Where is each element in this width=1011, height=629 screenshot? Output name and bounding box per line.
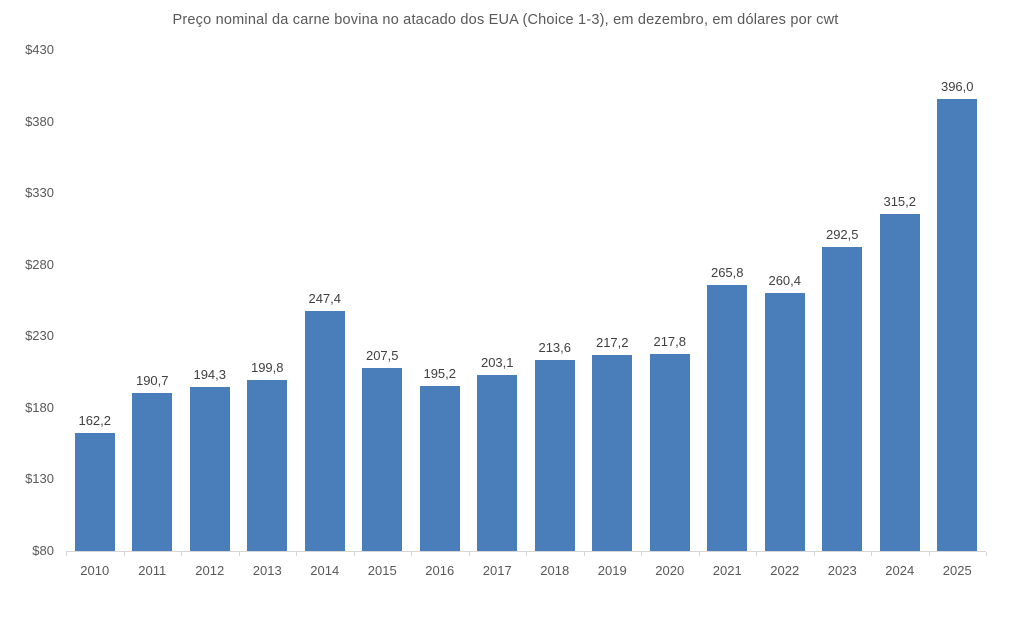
bar: [534, 359, 575, 551]
x-axis-tick-mark: [583, 552, 585, 556]
x-axis-tick-label: 2018: [540, 563, 570, 578]
bar-value-label: 213,6: [538, 339, 572, 355]
x-axis-line: [66, 551, 986, 552]
x-axis-tick-mark: [238, 552, 240, 556]
x-axis-tick-mark: [468, 552, 470, 556]
bar: [419, 386, 460, 551]
y-axis-tick-label: $280: [25, 256, 54, 272]
x-axis-tick-label: 2024: [885, 563, 915, 578]
x-axis-tick-mark: [526, 552, 527, 556]
x-axis-tick-mark: [296, 552, 297, 556]
y-axis-tick-label: $80: [32, 543, 54, 558]
x-axis-tick-label: 2021: [712, 563, 742, 578]
x-axis-tick-mark: [871, 552, 872, 556]
bar: [74, 433, 115, 551]
bar-value-label: 207,5: [365, 348, 399, 364]
x-axis-tick-label: 2022: [770, 563, 800, 578]
bar: [247, 379, 288, 551]
x-axis-tick-label: 2012: [195, 563, 225, 578]
x-axis-tick-mark: [986, 552, 987, 556]
x-axis-tick-mark: [813, 552, 815, 556]
bar: [937, 98, 978, 551]
x-axis-tick-label: 2019: [597, 563, 627, 578]
bar-value-label: 315,2: [883, 194, 917, 210]
x-axis-tick-mark: [181, 552, 182, 556]
bar-value-label: 260,4: [768, 272, 802, 288]
bar-value-label: 396,0: [940, 78, 974, 94]
bar-value-label: 203,1: [480, 354, 514, 370]
bar-value-label: 217,2: [595, 334, 629, 350]
x-axis-tick-mark: [123, 552, 125, 556]
bar: [477, 374, 518, 551]
bar: [649, 353, 690, 551]
x-axis-tick-label: 2016: [425, 563, 455, 578]
x-axis-tick-label: 2017: [482, 563, 512, 578]
bar: [764, 292, 805, 551]
bar-value-label: 292,5: [825, 226, 859, 242]
y-axis-tick-label: $230: [25, 328, 54, 344]
x-axis-tick-mark: [928, 552, 930, 556]
x-axis-tick-mark: [411, 552, 412, 556]
bar: [362, 368, 403, 551]
x-axis-tick-label: 2020: [655, 563, 685, 578]
bar: [304, 311, 345, 551]
x-axis-tick-mark: [353, 552, 355, 556]
bar-value-label: 194,3: [193, 367, 227, 383]
bar-value-label: 162,2: [78, 413, 112, 429]
x-axis-tick-label: 2025: [942, 563, 972, 578]
bar-value-label: 190,7: [135, 372, 169, 388]
bar-value-label: 247,4: [308, 291, 342, 307]
bar-value-label: 265,8: [710, 265, 744, 281]
x-axis-tick-mark: [698, 552, 700, 556]
y-axis-tick-label: $180: [25, 399, 54, 415]
x-axis-tick-label: 2013: [252, 563, 282, 578]
x-axis-tick-mark: [756, 552, 757, 556]
x-axis-tick-label: 2010: [80, 563, 110, 578]
bar: [592, 354, 633, 551]
y-axis-tick-label: $380: [25, 113, 54, 129]
x-axis-tick-mark: [641, 552, 642, 556]
bar: [189, 387, 230, 551]
bar: [707, 285, 748, 551]
bar: [879, 214, 920, 551]
y-axis-tick-label: $430: [25, 42, 54, 57]
bar-value-label: 217,8: [653, 333, 687, 349]
x-axis-tick-mark: [66, 552, 67, 556]
bar-value-label: 199,8: [250, 359, 284, 375]
y-axis-tick-label: $330: [25, 185, 54, 201]
y-axis-tick-label: $130: [25, 471, 54, 487]
chart-title: Preço nominal da carne bovina no atacado…: [172, 12, 839, 28]
bar: [822, 246, 863, 551]
x-axis-tick-label: 2015: [367, 563, 397, 578]
x-axis-tick-label: 2014: [310, 563, 340, 578]
bar-value-label: 195,2: [423, 366, 457, 382]
x-axis-tick-label: 2011: [138, 563, 167, 578]
x-axis-tick-label: 2023: [827, 563, 857, 578]
bar: [132, 392, 173, 551]
